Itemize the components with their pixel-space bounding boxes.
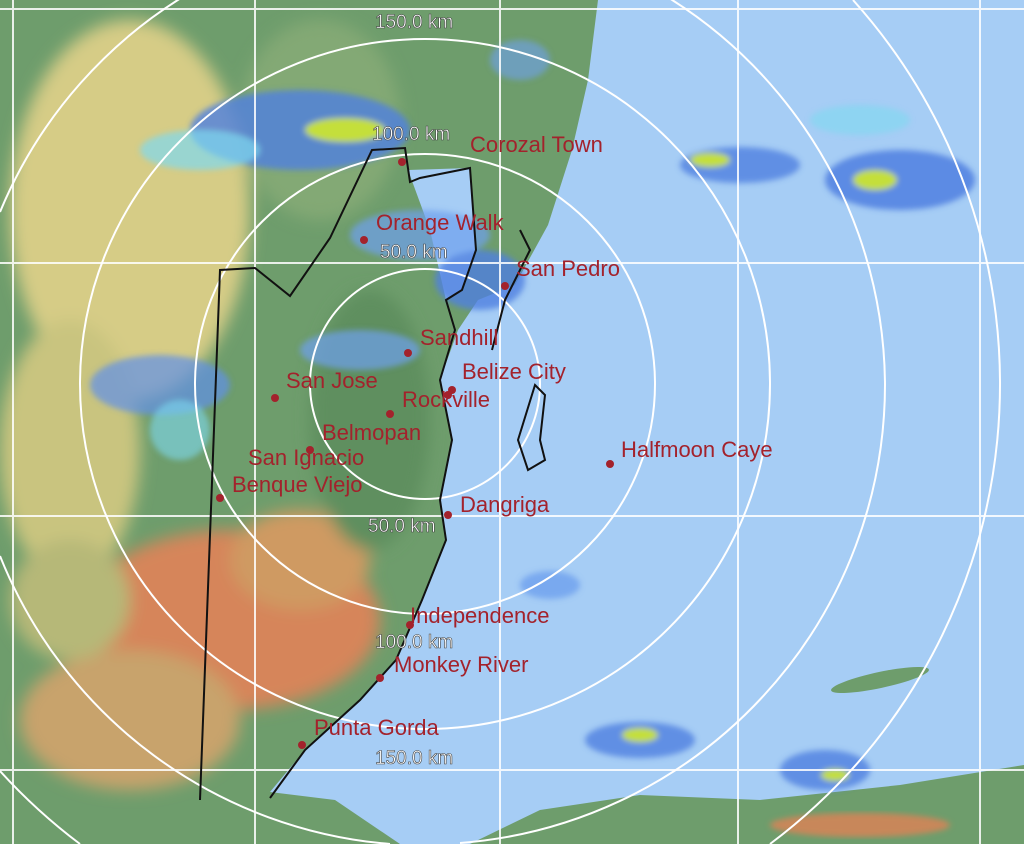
city-label: Sandhill bbox=[420, 325, 498, 350]
city-dot bbox=[298, 741, 306, 749]
coastline-and-borders bbox=[199, 146, 547, 801]
city-label: Corozal Town bbox=[470, 132, 603, 157]
city-dot bbox=[406, 621, 414, 629]
ring-label: 50.0 km bbox=[368, 516, 436, 537]
ring-label: 100.0 km bbox=[372, 124, 450, 145]
city-dot bbox=[444, 511, 452, 519]
city-dot bbox=[306, 446, 314, 454]
city-label: Halfmoon Caye bbox=[621, 437, 773, 462]
city-label: Belize City bbox=[462, 359, 566, 384]
city-dot bbox=[501, 282, 509, 290]
ring-label: 100.0 km bbox=[375, 632, 453, 653]
city-label: Orange Walk bbox=[376, 210, 505, 235]
ring-label: 50.0 km bbox=[380, 242, 448, 263]
city-label: San Pedro bbox=[516, 256, 620, 281]
city-dot bbox=[216, 494, 224, 502]
city-label: Benque Viejo bbox=[232, 472, 363, 497]
city-dot bbox=[376, 674, 384, 682]
city-label: Dangriga bbox=[460, 492, 550, 517]
city-label: Punta Gorda bbox=[314, 715, 440, 740]
city-label: Independence bbox=[410, 603, 549, 628]
ring-label: 150.0 km bbox=[375, 748, 453, 769]
ring-labels: 150.0 km 100.0 km 50.0 km 50.0 km 100.0 … bbox=[368, 12, 454, 770]
city-label: Monkey River bbox=[394, 652, 528, 677]
city-dot bbox=[398, 158, 406, 166]
ring-label: 150.0 km bbox=[375, 12, 453, 33]
city-dot bbox=[404, 349, 412, 357]
city-label: Belmopan bbox=[322, 420, 421, 445]
city-dot bbox=[386, 410, 394, 418]
range-rings bbox=[0, 0, 1002, 844]
city-label: San Jose bbox=[286, 368, 378, 393]
city-dot bbox=[271, 394, 279, 402]
city-markers: Corozal Town Orange Walk San Pedro Sandhill… bbox=[216, 132, 773, 749]
city-dot bbox=[444, 391, 452, 399]
city-label: Rockville bbox=[402, 387, 490, 412]
city-dot bbox=[606, 460, 614, 468]
city-dot bbox=[360, 236, 368, 244]
city-label: San Ignacio bbox=[248, 445, 364, 470]
